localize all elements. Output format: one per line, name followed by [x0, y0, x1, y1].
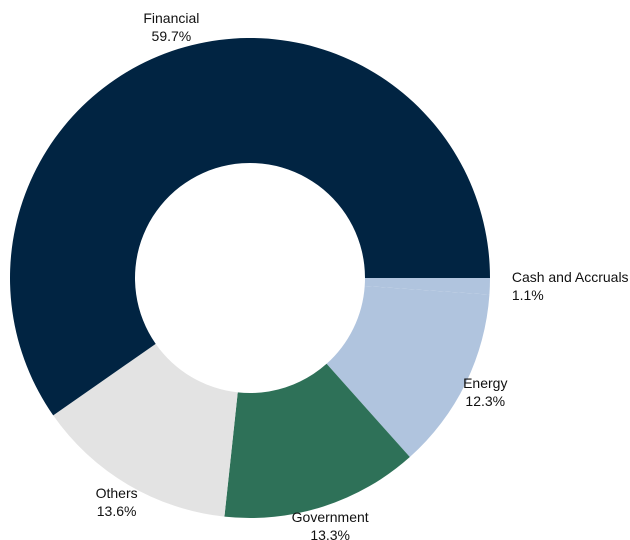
donut-slice: [224, 363, 410, 518]
donut-slice: [326, 285, 490, 458]
slice-value: 59.7%: [152, 28, 192, 44]
donut-slice: [53, 343, 238, 517]
slice-name: Cash and Accruals: [512, 269, 629, 285]
slice-value: 13.3%: [310, 527, 350, 540]
slice-name: Energy: [463, 375, 507, 391]
slice-value: 13.6%: [97, 503, 137, 519]
slice-name: Financial: [143, 10, 199, 26]
slice-value: 12.3%: [465, 393, 505, 409]
slice-name: Government: [292, 509, 369, 525]
donut-slice: [364, 278, 490, 295]
donut-slice: [10, 38, 491, 416]
slice-value: 1.1%: [512, 287, 544, 303]
slice-name: Others: [96, 485, 138, 501]
